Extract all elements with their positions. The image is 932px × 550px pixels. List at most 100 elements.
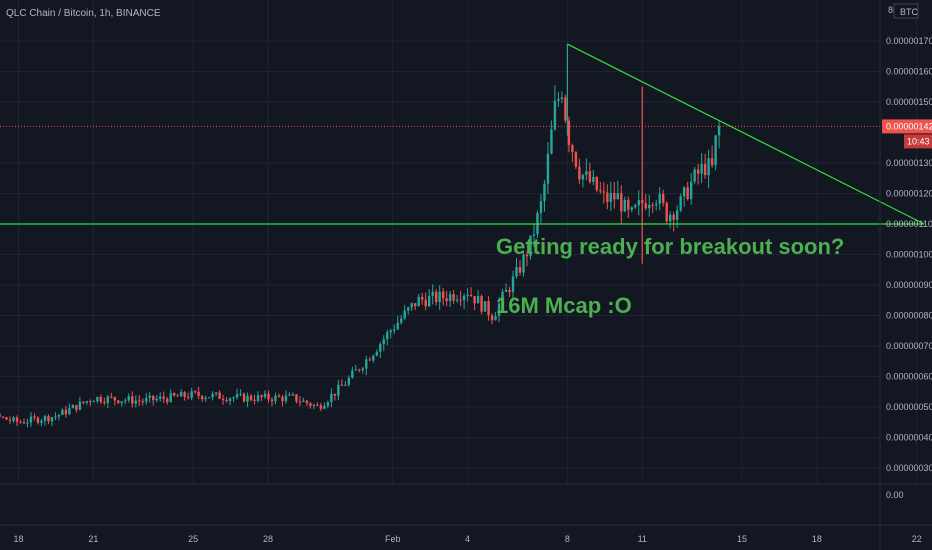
candle-body bbox=[581, 174, 585, 180]
candle-body bbox=[284, 395, 288, 402]
candle-body bbox=[403, 310, 406, 319]
candle-body bbox=[288, 394, 291, 396]
candle-body bbox=[166, 398, 169, 403]
candle-body bbox=[679, 196, 682, 211]
candle-body bbox=[197, 391, 200, 396]
currency-badge[interactable] bbox=[893, 3, 919, 19]
candle-body bbox=[207, 397, 211, 399]
candle-body bbox=[148, 395, 151, 398]
time-axis[interactable]: 18212528Feb481115182225Mar4 bbox=[13, 534, 932, 544]
candle-body bbox=[312, 404, 316, 406]
candle-body bbox=[522, 254, 525, 273]
candle-body bbox=[263, 393, 267, 398]
candle-body bbox=[686, 187, 689, 200]
candle-body bbox=[61, 409, 64, 415]
annotation-breakout[interactable]: Getting ready for breakout soon? bbox=[496, 234, 844, 259]
candle-body bbox=[152, 395, 155, 401]
candle-body bbox=[553, 100, 557, 130]
candle-body bbox=[613, 193, 616, 200]
candle-body bbox=[242, 393, 246, 402]
candle-body bbox=[511, 276, 515, 293]
candle-body bbox=[452, 294, 455, 301]
candle-body bbox=[550, 129, 553, 154]
candle-body bbox=[700, 163, 703, 174]
price-tick-label: 0.00000120 bbox=[886, 189, 932, 199]
candle-body bbox=[557, 98, 560, 101]
candle-body bbox=[260, 395, 263, 398]
time-tick-label: 21 bbox=[88, 534, 98, 544]
candle-body bbox=[717, 126, 721, 136]
candle-body bbox=[92, 401, 96, 403]
candle-body bbox=[595, 176, 599, 191]
candle-body bbox=[455, 299, 459, 301]
candle-body bbox=[281, 396, 284, 402]
candle-body bbox=[270, 399, 274, 402]
candle-body bbox=[316, 404, 319, 406]
candle-body bbox=[347, 377, 351, 385]
candle-body bbox=[0, 413, 1, 417]
candle-body bbox=[483, 301, 487, 312]
candle-body bbox=[529, 235, 532, 257]
candle-body bbox=[124, 400, 127, 402]
candle-body bbox=[246, 395, 249, 402]
price-tick-label: 0.00000160 bbox=[886, 67, 932, 77]
candle-body bbox=[434, 291, 438, 302]
resistance-trendline[interactable] bbox=[567, 43, 925, 225]
candle-body bbox=[228, 398, 232, 402]
candle-body bbox=[707, 158, 710, 176]
candle-body bbox=[438, 291, 441, 302]
candle-body bbox=[50, 417, 54, 422]
candle-body bbox=[417, 296, 420, 307]
price-axis[interactable]: 0.00000170 0.00000160 0.00000150 0.00000130… bbox=[886, 36, 932, 473]
candle-body bbox=[159, 396, 162, 399]
candle-body bbox=[239, 393, 242, 395]
candle-body bbox=[351, 370, 354, 378]
candle-body bbox=[599, 190, 602, 192]
candle-body bbox=[672, 214, 675, 220]
candle-body bbox=[525, 254, 529, 257]
price-tick-label: 0.00000150 bbox=[886, 97, 932, 107]
candle-body bbox=[609, 193, 613, 202]
candle-body bbox=[113, 396, 117, 401]
time-tick-label: 11 bbox=[638, 534, 647, 544]
price-tick-label: 0.00000030 bbox=[886, 463, 932, 473]
candle-body bbox=[574, 152, 578, 167]
candle-body bbox=[696, 169, 700, 174]
candle-body bbox=[103, 401, 106, 403]
candle-body bbox=[588, 171, 592, 182]
candle-body bbox=[469, 295, 473, 297]
candle-body bbox=[141, 401, 144, 403]
candle-body bbox=[630, 207, 633, 210]
candle-body bbox=[110, 396, 113, 398]
candle-body bbox=[508, 289, 511, 293]
candle-body bbox=[64, 409, 68, 415]
candle-body bbox=[623, 199, 626, 212]
candle-body bbox=[106, 396, 110, 403]
candle-body bbox=[8, 419, 12, 421]
time-tick-label: 25 bbox=[188, 534, 198, 544]
candle-body bbox=[427, 295, 431, 307]
annotation-mcap[interactable]: 16M Mcap :O bbox=[496, 293, 632, 318]
candle-body bbox=[40, 420, 43, 423]
candle-body bbox=[651, 204, 654, 206]
candle-body bbox=[637, 200, 640, 206]
currency-badge-label: BTC bbox=[900, 7, 919, 17]
candle-body bbox=[36, 417, 40, 423]
candle-body bbox=[78, 401, 82, 410]
candle-body bbox=[204, 397, 207, 400]
candle-body bbox=[155, 398, 158, 401]
candle-body bbox=[518, 267, 522, 273]
candle-body bbox=[567, 120, 571, 146]
price-tick-label: 0.00000130 bbox=[886, 158, 932, 168]
candle-body bbox=[232, 397, 235, 399]
candle-body bbox=[344, 384, 347, 386]
countdown-badge bbox=[904, 134, 932, 149]
candle-body bbox=[515, 267, 518, 277]
candle-body bbox=[326, 402, 330, 406]
candle-body bbox=[564, 97, 567, 121]
candle-body bbox=[368, 359, 371, 361]
candle-body bbox=[162, 396, 165, 399]
candle-body bbox=[644, 203, 647, 209]
